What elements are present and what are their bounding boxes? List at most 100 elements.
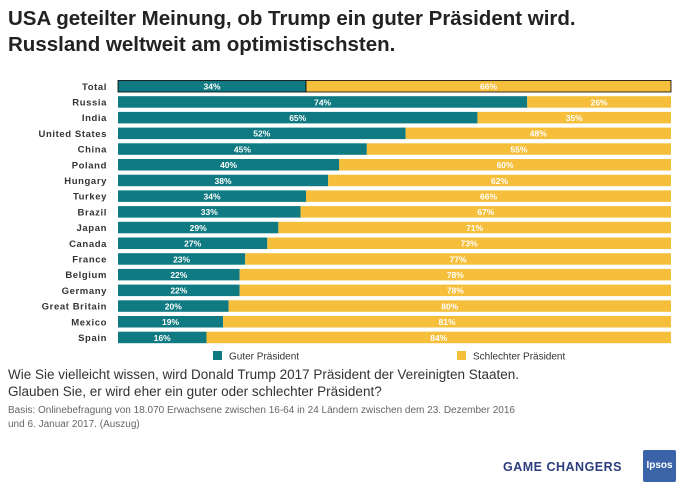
legend-item-good: Guter Präsident [213, 351, 299, 363]
bar-good-united-states [118, 127, 406, 140]
data-label-bad-united-states: 48% [530, 129, 547, 139]
category-label-united-states: United States [38, 129, 107, 140]
bar-good-china [118, 143, 367, 155]
data-label-good-russia: 74% [314, 97, 331, 107]
category-label-turkey: Turkey [73, 192, 107, 203]
category-label-germany: Germany [62, 286, 108, 297]
category-label-france: France [72, 254, 107, 265]
legend-swatch-good [213, 351, 222, 360]
chart-rows: Total 34% 66% Russia 74% 26% India 65% 35% United… [38, 80, 672, 344]
category-label-china: China [78, 145, 108, 156]
category-label-hungary: Hungary [64, 176, 107, 187]
data-label-good-united-states: 52% [253, 129, 270, 139]
bar-good-russia [118, 96, 528, 108]
bar-row-united-states: United States 52% 48% [38, 127, 671, 140]
bar-row-russia: Russia 74% 26% [72, 96, 671, 108]
bar-row-great-britain: Great Britain 20% 80% [42, 300, 671, 313]
data-label-good-turkey: 34% [204, 191, 221, 201]
data-label-good-total: 34% [204, 82, 221, 92]
data-label-good-poland: 40% [220, 160, 237, 170]
bar-bad-canada [267, 237, 671, 249]
bar-row-india: India 65% 35% [82, 111, 671, 124]
bar-good-spain [118, 331, 207, 344]
bar-bad-germany [239, 284, 671, 297]
bar-bad-great-britain [228, 300, 671, 312]
data-label-good-china: 45% [234, 144, 251, 154]
category-label-japan: Japan [77, 223, 107, 234]
data-label-bad-germany: 78% [447, 286, 464, 296]
survey-question-line-1: Wie Sie vielleicht wissen, wird Donald T… [8, 367, 520, 382]
data-label-good-brazil: 33% [201, 207, 218, 217]
chart-title-line-1: USA geteilter Meinung, ob Trump ein gute… [8, 7, 576, 30]
category-label-total: Total [82, 82, 107, 93]
data-label-bad-brazil: 67% [477, 207, 494, 217]
bar-bad-total [305, 80, 672, 93]
bar-row-japan: Japan 29% 71% [77, 221, 671, 234]
bar-good-india [118, 111, 478, 124]
bar-row-mexico: Mexico 19% 81% [71, 316, 671, 328]
bar-bad-united-states [405, 127, 671, 140]
bar-row-china: China 45% 55% [78, 143, 671, 156]
category-label-spain: Spain [78, 333, 107, 344]
data-label-good-hungary: 38% [215, 176, 232, 186]
bar-bad-china [366, 143, 671, 155]
data-label-bad-spain: 84% [430, 333, 447, 343]
bar-good-france [118, 253, 246, 265]
bar-bad-poland [339, 159, 671, 171]
category-label-mexico: Mexico [71, 317, 107, 328]
data-label-good-great-britain: 20% [165, 301, 182, 311]
data-label-bad-china: 55% [510, 144, 527, 154]
data-label-good-germany: 22% [170, 286, 187, 296]
bar-good-canada [118, 237, 268, 249]
bar-bad-hungary [328, 174, 671, 187]
bar-good-belgium [118, 268, 240, 281]
bar-bad-spain [206, 331, 672, 344]
brand-tagline: GAME CHANGERS [503, 460, 623, 474]
data-label-bad-japan: 71% [466, 223, 483, 233]
ipsos-logo: Ipsos [643, 450, 676, 482]
stacked-bar-chart: Total 34% 66% Russia 74% 26% India 65% 35% United… [38, 80, 672, 363]
data-label-bad-russia: 26% [591, 97, 608, 107]
bar-row-total: Total 34% 66% [82, 80, 672, 93]
bar-good-hungary [118, 174, 329, 187]
category-label-belgium: Belgium [65, 270, 107, 281]
category-label-india: India [82, 113, 107, 124]
survey-question: Wie Sie vielleicht wissen, wird Donald T… [8, 366, 678, 400]
legend-label-good: Guter Präsident [229, 352, 299, 363]
data-label-bad-total: 66% [480, 82, 497, 92]
bar-bad-belgium [239, 268, 671, 281]
category-label-brazil: Brazil [78, 207, 107, 218]
data-label-bad-turkey: 66% [480, 191, 497, 201]
bar-bad-brazil [300, 206, 671, 218]
category-label-poland: Poland [72, 160, 107, 171]
data-label-good-belgium: 22% [170, 270, 187, 280]
chart-legend: Guter Präsident Schlechter Präsident [213, 351, 565, 363]
data-label-good-japan: 29% [190, 223, 207, 233]
data-label-bad-india: 35% [566, 113, 583, 123]
bar-good-poland [118, 159, 340, 171]
legend-label-bad: Schlechter Präsident [473, 352, 565, 363]
survey-basis-line-1: Basis: Onlinebefragung von 18.070 Erwach… [8, 405, 515, 416]
bar-row-germany: Germany 22% 78% [62, 284, 671, 297]
bar-good-brazil [118, 206, 301, 218]
bar-good-great-britain [118, 300, 229, 312]
data-label-bad-great-britain: 80% [441, 301, 458, 311]
legend-swatch-bad [457, 351, 466, 360]
data-label-bad-hungary: 62% [491, 176, 508, 186]
bar-bad-turkey [306, 190, 671, 202]
data-label-bad-canada: 73% [461, 239, 478, 249]
data-label-bad-belgium: 78% [447, 270, 464, 280]
survey-question-line-2: Glauben Sie, er wird eher ein guter oder… [8, 384, 382, 399]
legend-item-bad: Schlechter Präsident [457, 351, 565, 363]
data-label-good-spain: 16% [154, 333, 171, 343]
chart-title: USA geteilter Meinung, ob Trump ein gute… [8, 6, 678, 58]
category-label-canada: Canada [69, 239, 107, 250]
category-label-russia: Russia [72, 97, 107, 108]
chart-title-line-2: Russland weltweit am optimistischsten. [8, 33, 396, 56]
bar-row-turkey: Turkey 34% 66% [73, 190, 671, 203]
data-label-bad-mexico: 81% [439, 317, 456, 327]
bar-row-brazil: Brazil 33% 67% [78, 206, 671, 218]
data-label-good-mexico: 19% [162, 317, 179, 327]
bar-bad-india [477, 111, 671, 124]
bar-bad-mexico [223, 316, 671, 328]
